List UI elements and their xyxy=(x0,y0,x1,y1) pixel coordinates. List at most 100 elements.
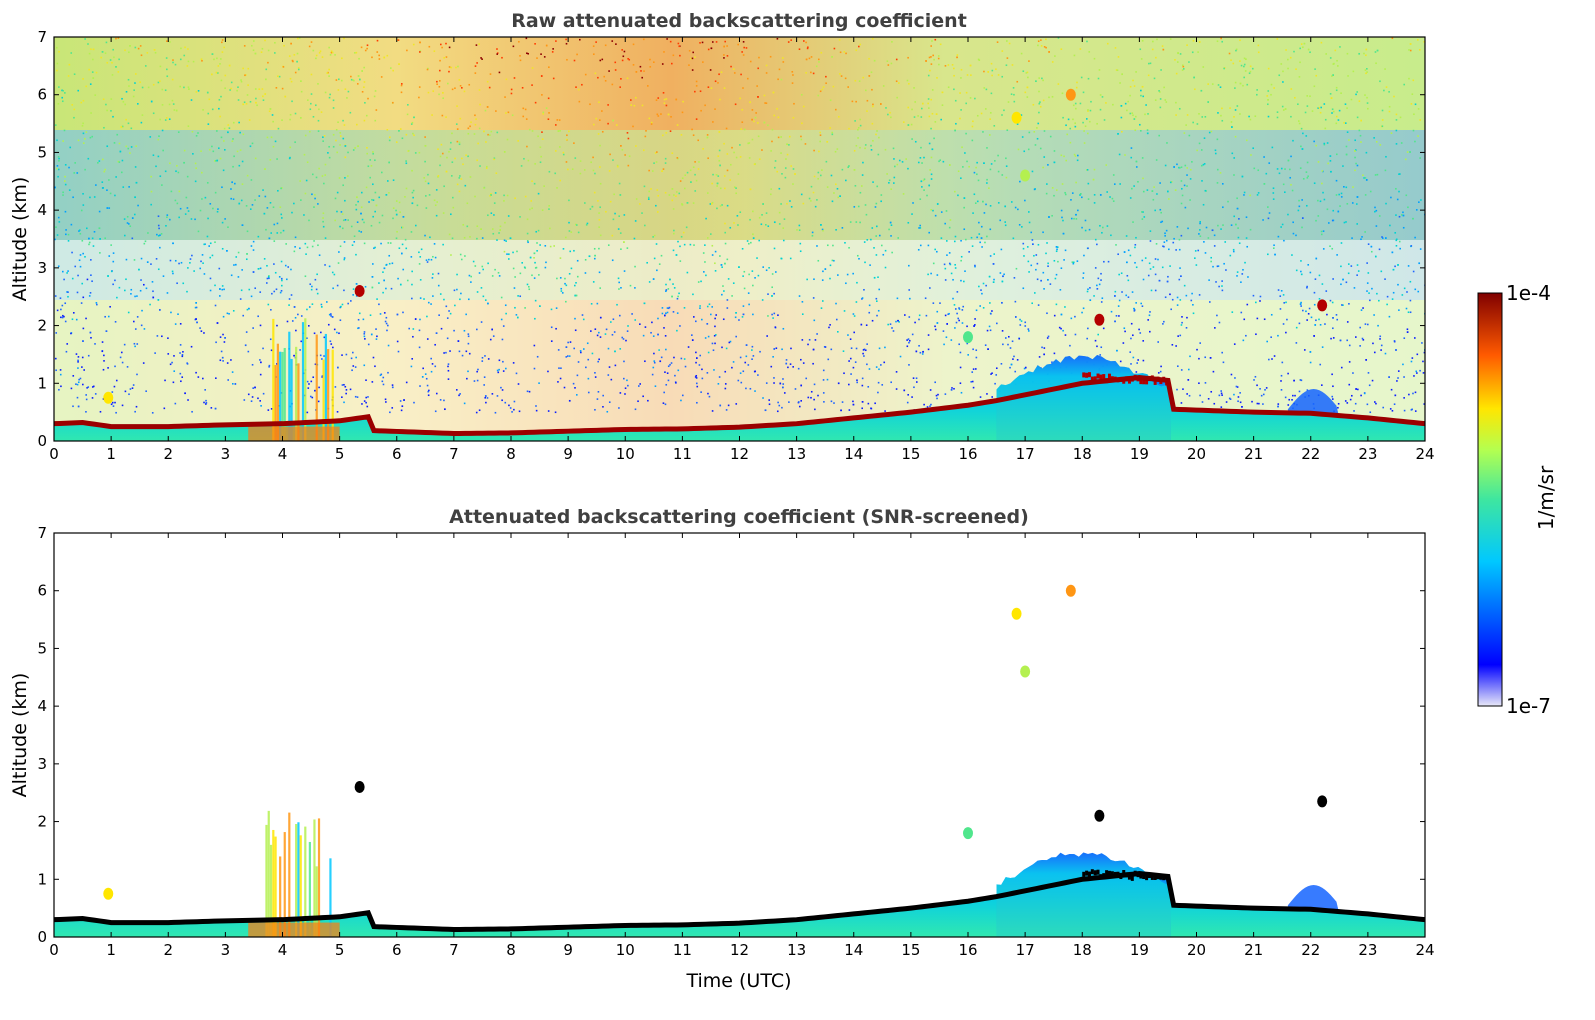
noise-pixel xyxy=(179,323,182,325)
noise-pixel xyxy=(594,376,597,378)
noise-pixel xyxy=(540,53,542,55)
noise-pixel xyxy=(1076,260,1079,262)
noise-pixel xyxy=(1364,94,1366,96)
noise-pixel xyxy=(463,329,466,332)
noise-pixel xyxy=(238,121,240,124)
noise-pixel xyxy=(338,332,340,335)
noise-pixel xyxy=(1271,146,1274,149)
noise-pixel xyxy=(439,293,442,295)
noise-pixel xyxy=(624,387,627,390)
noise-pixel xyxy=(315,176,318,179)
noise-pixel xyxy=(1176,304,1179,306)
noise-pixel xyxy=(1241,273,1244,275)
noise-pixel xyxy=(448,233,451,236)
noise-pixel xyxy=(145,287,148,290)
noise-pixel xyxy=(519,216,521,218)
noise-pixel xyxy=(1103,260,1105,263)
noise-pixel xyxy=(271,292,273,295)
noise-pixel xyxy=(1100,279,1102,281)
noise-pixel xyxy=(241,160,244,163)
noise-pixel xyxy=(306,380,309,383)
noise-pixel xyxy=(603,75,606,78)
noise-pixel xyxy=(868,311,871,314)
noise-pixel xyxy=(641,76,644,79)
noise-pixel xyxy=(106,145,109,148)
noise-pixel xyxy=(871,122,874,125)
noise-pixel xyxy=(214,241,216,243)
noise-pixel xyxy=(856,381,858,384)
noise-pixel xyxy=(241,224,244,226)
noise-pixel xyxy=(323,336,326,339)
noise-pixel xyxy=(1360,394,1362,397)
noise-pixel xyxy=(306,308,308,311)
noise-pixel xyxy=(1267,217,1270,220)
noise-pixel xyxy=(972,120,974,123)
noise-pixel xyxy=(57,216,60,219)
noise-pixel xyxy=(179,58,182,61)
noise-pixel xyxy=(599,182,602,185)
noise-pixel xyxy=(1194,250,1197,252)
noise-pixel xyxy=(389,411,391,414)
noise-pixel xyxy=(623,241,625,243)
noise-pixel xyxy=(1390,132,1393,134)
noise-pixel xyxy=(1366,71,1368,73)
noise-pixel xyxy=(1028,131,1031,134)
noise-pixel xyxy=(707,86,710,88)
noise-pixel xyxy=(834,108,837,111)
noise-pixel xyxy=(266,277,269,280)
noise-pixel xyxy=(574,223,577,226)
noise-pixel xyxy=(1284,396,1287,399)
noise-pixel xyxy=(102,368,105,371)
noise-pixel xyxy=(445,42,447,45)
noise-pixel xyxy=(330,50,333,52)
noise-pixel xyxy=(1184,164,1187,167)
noise-pixel xyxy=(1028,271,1030,273)
noise-pixel xyxy=(932,302,935,304)
noise-pixel xyxy=(984,344,987,346)
noise-pixel xyxy=(785,158,787,160)
noise-pixel xyxy=(355,253,357,256)
noise-pixel xyxy=(1313,303,1316,306)
noise-pixel xyxy=(287,266,290,268)
noise-pixel xyxy=(1343,186,1345,188)
noise-pixel xyxy=(465,350,468,353)
noise-pixel xyxy=(786,143,788,146)
noise-pixel xyxy=(226,362,229,364)
noise-pixel xyxy=(1157,258,1159,261)
noise-pixel xyxy=(179,207,182,210)
noise-pixel xyxy=(575,86,577,88)
noise-pixel xyxy=(1041,346,1043,349)
noise-pixel xyxy=(648,281,651,283)
noise-pixel xyxy=(1384,278,1386,280)
noise-pixel xyxy=(890,116,892,119)
noise-pixel xyxy=(478,409,481,412)
noise-pixel xyxy=(320,111,323,113)
noise-pixel xyxy=(1076,81,1078,84)
noise-pixel xyxy=(706,237,709,239)
noise-pixel xyxy=(474,265,477,267)
noise-pixel xyxy=(548,170,551,173)
noise-pixel xyxy=(1375,62,1377,65)
noise-pixel xyxy=(507,258,510,260)
noise-pixel xyxy=(618,215,621,217)
noise-pixel xyxy=(1357,270,1360,272)
noise-pixel xyxy=(82,132,85,135)
noise-pixel xyxy=(327,152,329,154)
noise-pixel xyxy=(1087,110,1089,112)
noise-pixel xyxy=(733,222,735,224)
noise-pixel xyxy=(853,331,856,334)
noise-pixel xyxy=(699,307,701,309)
noise-pixel xyxy=(64,164,67,166)
noise-pixel xyxy=(1391,37,1394,40)
noise-pixel xyxy=(939,43,942,46)
noise-pixel xyxy=(1002,343,1004,346)
noise-pixel xyxy=(646,261,648,264)
noise-pixel xyxy=(1022,247,1025,250)
noise-pixel xyxy=(412,43,415,46)
noise-pixel xyxy=(954,190,956,193)
noise-pixel xyxy=(144,65,147,67)
noise-pixel xyxy=(1132,114,1134,117)
noise-pixel xyxy=(671,62,673,65)
noise-pixel xyxy=(1338,193,1340,196)
noise-pixel xyxy=(1036,127,1038,129)
